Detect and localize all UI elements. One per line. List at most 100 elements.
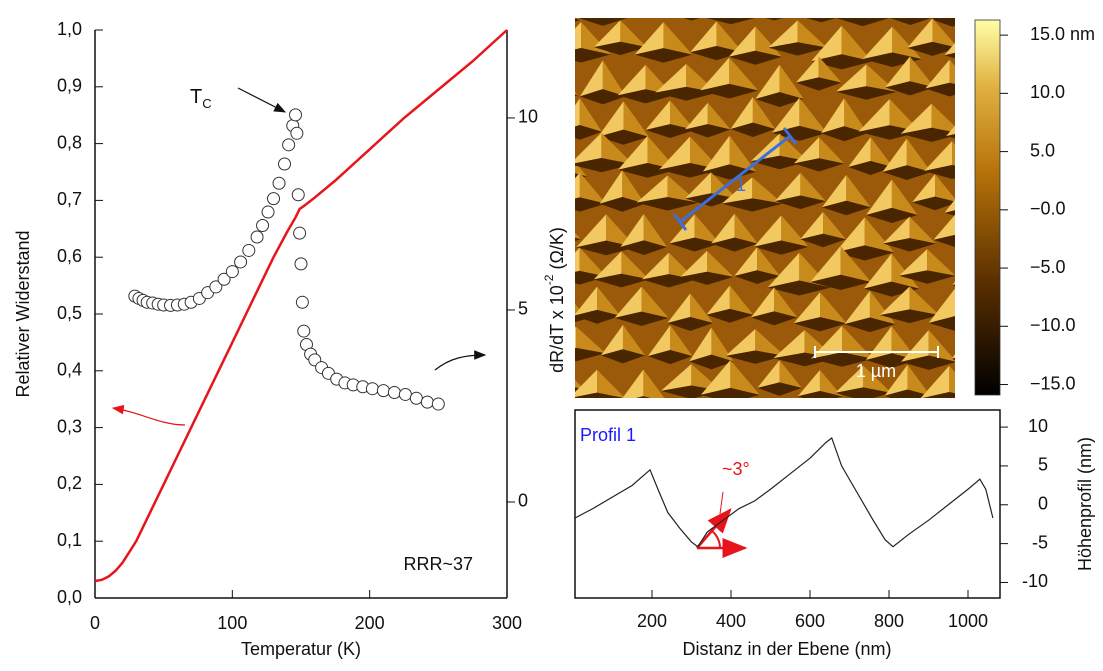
afm-facet [575, 48, 611, 63]
annotation: TC [190, 86, 212, 111]
afm-facet [944, 42, 955, 56]
afm-facet [792, 0, 821, 14]
afm-facet [793, 317, 847, 332]
afm-facet [621, 3, 675, 17]
afm-facet [883, 238, 936, 252]
x-axis-title: Temperatur (K) [241, 639, 361, 659]
afm-facet [909, 56, 935, 88]
afm-facet [721, 177, 753, 204]
afm-facet [835, 64, 867, 92]
afm-facet [907, 364, 931, 396]
afm-facet [645, 100, 671, 130]
afm-facet [707, 250, 734, 277]
afm-facet [641, 274, 696, 288]
afm-facet [538, 398, 561, 427]
afm-facet [593, 41, 647, 56]
afm-facet [593, 20, 621, 48]
afm-facet [634, 22, 664, 55]
afm-facet [866, 207, 918, 223]
y-tick-label: 5 [1038, 455, 1048, 475]
afm-facet [533, 27, 560, 55]
afm-facet [863, 281, 920, 297]
afm-facet [810, 325, 843, 359]
afm-facet [686, 400, 711, 435]
afm-facet [690, 46, 743, 61]
afm-facet [702, 164, 757, 180]
data-point [398, 387, 412, 401]
afm-facet [1001, 57, 1025, 83]
afm-facet [702, 135, 730, 172]
y-tick-label: 0,5 [57, 303, 82, 323]
x-tick-label: 300 [492, 613, 522, 633]
afm-facet [928, 288, 955, 323]
afm-facet [597, 369, 626, 398]
afm-facet [810, 246, 841, 282]
afm-facet [799, 252, 831, 288]
afm-facet [932, 18, 955, 48]
afm-facet [575, 347, 606, 362]
arrow [237, 87, 287, 113]
x-tick-label: 400 [716, 611, 746, 631]
afm-facet [925, 59, 950, 89]
afm-facet [835, 387, 892, 398]
afm-facet [685, 193, 737, 207]
afm-facet [870, 137, 893, 168]
afm-facet [944, 52, 955, 59]
afm-facet [575, 309, 621, 324]
afm-facet [600, 349, 645, 364]
afm-facet [578, 18, 628, 26]
afm-facet [848, 137, 871, 168]
afm-facet [818, 56, 842, 83]
afm-facet [767, 252, 800, 288]
y-axis-title: Höhenprofil (nm) [1075, 437, 1095, 571]
afm-facet [840, 246, 872, 282]
afm-facet [949, 365, 955, 394]
afm-facet [952, 281, 955, 286]
afm-facet [920, 365, 950, 398]
annotation: Profil 1 [580, 425, 636, 445]
y-tick-label: 0,2 [57, 473, 82, 493]
afm-facet [835, 217, 865, 253]
afm-facet [690, 21, 717, 53]
afm-facet [793, 158, 845, 172]
afm-facet [711, 400, 736, 435]
afm-facet [863, 365, 892, 393]
afm-facet [953, 0, 976, 19]
afm-facet [900, 103, 932, 134]
y-tick-label: -10 [1022, 571, 1048, 591]
afm-facet [753, 215, 782, 247]
afm-facet [593, 251, 622, 280]
y-tick-label: 0 [1038, 494, 1048, 514]
afm-facet [797, 20, 828, 48]
afm-facet [575, 94, 578, 97]
afm-facet [882, 138, 907, 172]
afm-facet [640, 424, 700, 438]
afm-facet [575, 91, 578, 96]
afm-facet [575, 197, 606, 212]
afm-facet [645, 124, 695, 138]
afm-facet [507, 50, 560, 64]
afm-facet [648, 0, 675, 9]
afm-facet [751, 287, 775, 318]
afm-facet [842, 325, 874, 359]
afm-facet [774, 287, 798, 318]
afm-facet [887, 0, 911, 17]
x-tick-label: 600 [795, 611, 825, 631]
afm-facet [575, 315, 588, 323]
afm-facet [670, 325, 693, 357]
afm-facet [844, 290, 870, 325]
afm-facet [691, 363, 722, 391]
data-point [242, 243, 256, 257]
afm-facet [779, 133, 809, 162]
afm-facet [952, 284, 955, 287]
afm-facet [774, 430, 833, 444]
afm-facet [821, 126, 868, 142]
annotation: ~3° [722, 459, 750, 479]
angle-arrow [696, 508, 732, 549]
afm-facet [620, 240, 668, 255]
afm-facet [622, 170, 645, 204]
afm-facet [899, 270, 955, 284]
colorbar-tick-label: −15.0 [1030, 373, 1076, 393]
afm-facet [729, 135, 757, 172]
afm-facet [699, 0, 730, 16]
